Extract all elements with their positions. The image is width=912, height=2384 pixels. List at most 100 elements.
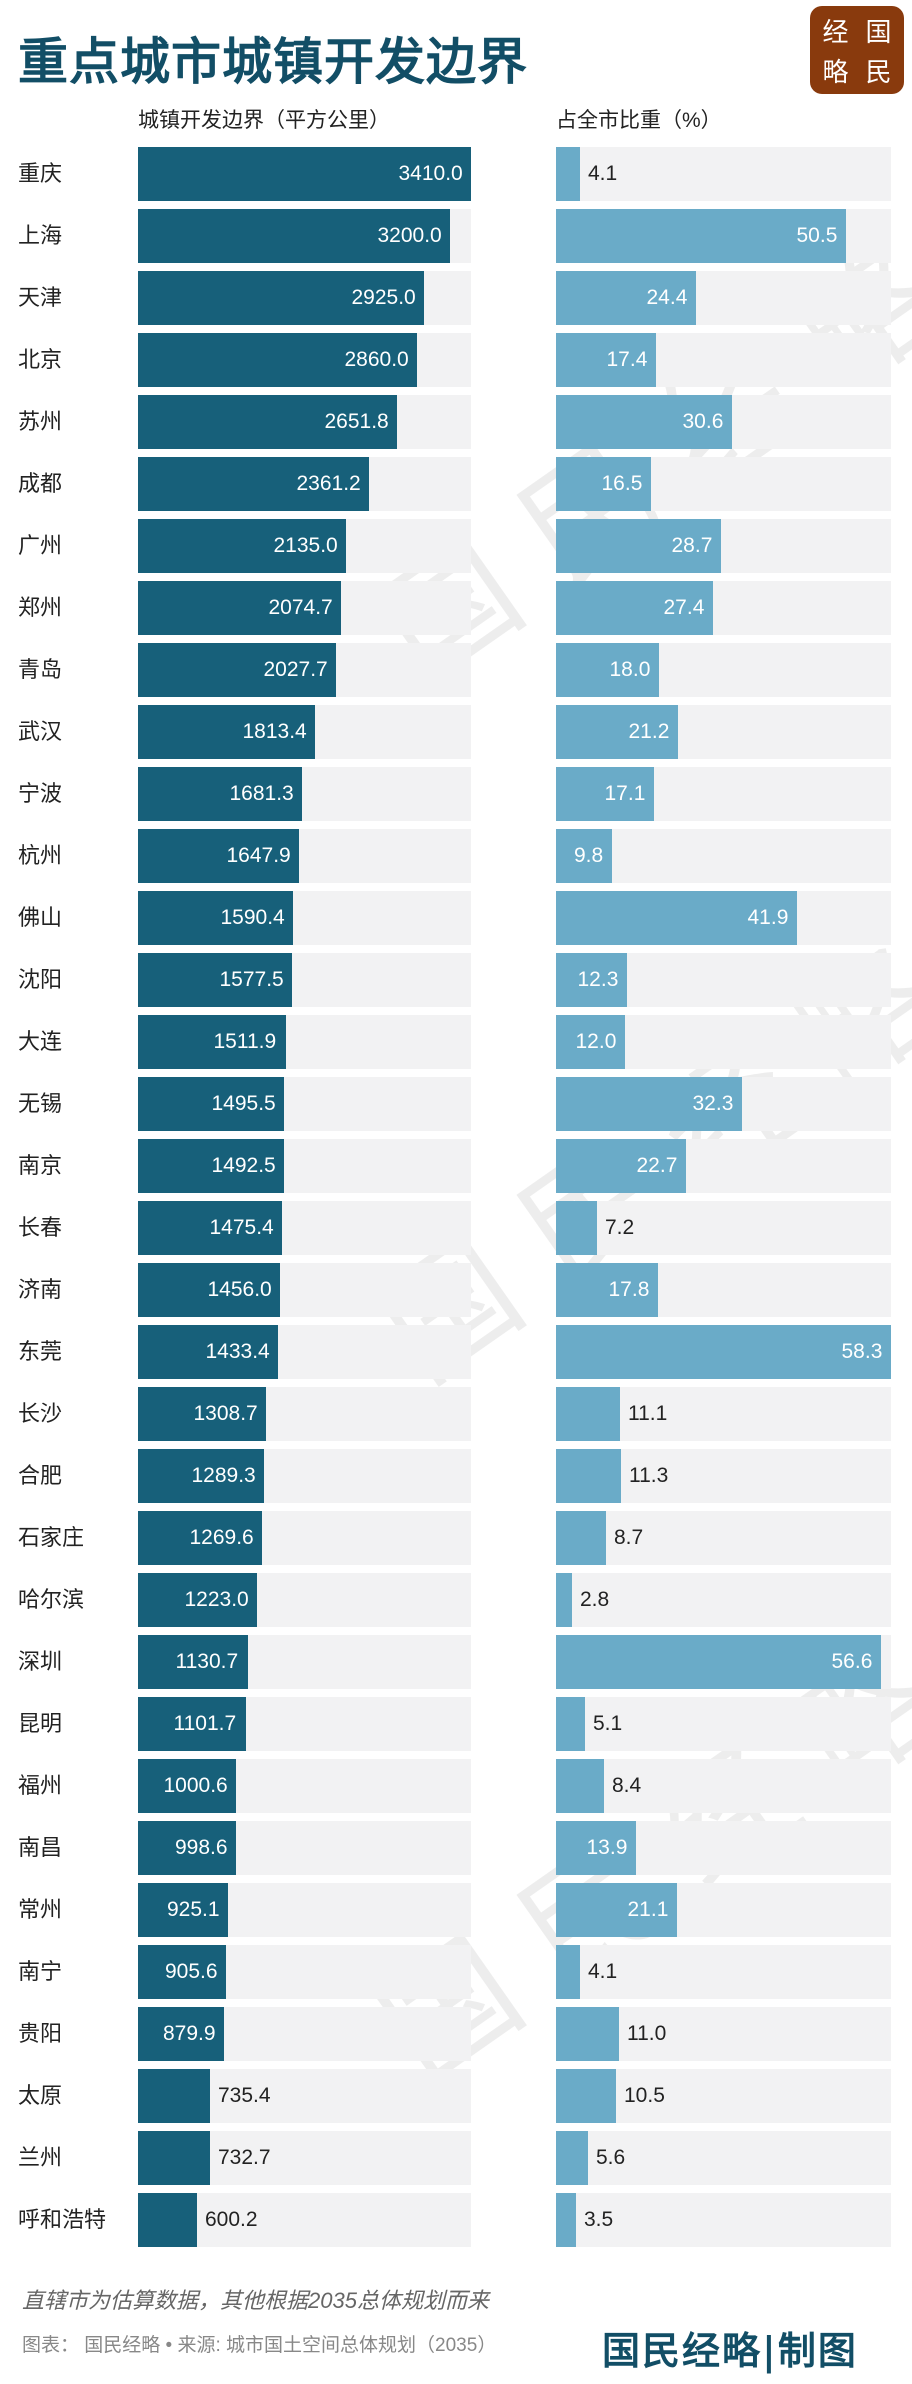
share-bar xyxy=(556,457,651,511)
area-value-label: 1433.4 xyxy=(205,1340,270,1363)
category-label: 昆明 xyxy=(18,1711,63,1736)
area-bar xyxy=(138,891,293,945)
share-bar xyxy=(556,581,713,635)
share-value-label: 18.0 xyxy=(609,658,651,681)
share-value-label: 41.9 xyxy=(747,906,789,929)
share-value-label: 9.8 xyxy=(574,844,604,867)
share-bar xyxy=(556,1263,658,1317)
share-bar xyxy=(556,2069,616,2123)
category-label: 大连 xyxy=(18,1029,63,1054)
area-value-label: 2860.0 xyxy=(344,348,409,371)
area-bar xyxy=(138,767,302,821)
share-track xyxy=(556,147,891,201)
area-value-label: 1289.3 xyxy=(191,1464,256,1487)
share-track xyxy=(556,1573,891,1627)
share-bar xyxy=(556,767,654,821)
category-label: 济南 xyxy=(18,1277,63,1302)
category-label: 成都 xyxy=(18,471,63,496)
category-label: 宁波 xyxy=(18,781,63,806)
category-label: 天津 xyxy=(18,285,63,310)
logo-char: 经 xyxy=(822,17,849,48)
share-track xyxy=(556,1697,891,1751)
area-value-label: 1475.4 xyxy=(209,1216,274,1239)
logo-char: 民 xyxy=(865,57,892,88)
area-bar xyxy=(138,1263,280,1317)
area-value-label: 1495.5 xyxy=(211,1092,276,1115)
share-bar xyxy=(556,2131,588,2185)
area-bar xyxy=(138,1139,284,1193)
share-bar xyxy=(556,1325,891,1379)
share-track xyxy=(556,1945,891,1999)
share-value-label: 2.8 xyxy=(580,1588,610,1611)
area-bar xyxy=(138,643,336,697)
share-value-label: 12.0 xyxy=(575,1030,617,1053)
area-value-label: 879.9 xyxy=(163,2022,216,2045)
share-value-label: 27.4 xyxy=(663,596,705,619)
area-bar xyxy=(138,829,299,883)
share-bar xyxy=(556,891,797,945)
share-bar xyxy=(556,1759,604,1813)
logo-char: 国 xyxy=(865,17,892,48)
area-value-label: 1269.6 xyxy=(189,1526,254,1549)
category-label: 郑州 xyxy=(18,595,63,620)
source-text: 图表： 国民经略 • 来源: 城市国土空间总体规划（2035） xyxy=(22,2335,497,2356)
area-value-label: 3200.0 xyxy=(377,224,442,247)
category-label: 深圳 xyxy=(18,1649,63,1674)
category-label: 合肥 xyxy=(18,1463,63,1488)
area-value-label: 2361.2 xyxy=(296,472,361,495)
share-value-label: 5.1 xyxy=(593,1712,623,1735)
area-bar xyxy=(138,1821,236,1875)
footnote: 直辖市为估算数据，其他根据2035总体规划而来 xyxy=(22,2288,489,2313)
share-bar xyxy=(556,2007,619,2061)
share-track xyxy=(556,1511,891,1565)
share-bar xyxy=(556,1697,585,1751)
area-value-label: 3410.0 xyxy=(398,162,463,185)
area-bar xyxy=(138,333,417,387)
share-value-label: 13.9 xyxy=(586,1836,628,1859)
area-value-label: 925.1 xyxy=(167,1898,220,1921)
area-bar xyxy=(138,1759,236,1813)
area-bar xyxy=(138,1015,286,1069)
area-bar xyxy=(138,581,341,635)
share-bar xyxy=(556,209,846,263)
share-bar xyxy=(556,147,580,201)
share-bar xyxy=(556,1077,742,1131)
share-value-label: 11.3 xyxy=(629,1464,669,1487)
area-bar xyxy=(138,1635,248,1689)
area-value-label: 905.6 xyxy=(165,1960,218,1983)
share-value-label: 22.7 xyxy=(636,1154,678,1177)
category-label: 佛山 xyxy=(18,905,63,930)
area-value-label: 1000.6 xyxy=(163,1774,228,1797)
category-label: 呼和浩特 xyxy=(18,2207,107,2232)
category-label: 南宁 xyxy=(18,1959,63,1984)
category-label: 石家庄 xyxy=(18,1525,85,1550)
share-bar xyxy=(556,395,732,449)
area-value-label: 2027.7 xyxy=(263,658,328,681)
area-bar xyxy=(138,1511,262,1565)
category-label: 贵阳 xyxy=(18,2021,63,2046)
share-value-label: 50.5 xyxy=(796,224,838,247)
share-value-label: 10.5 xyxy=(624,2084,665,2107)
area-bar xyxy=(138,1077,284,1131)
category-label: 长春 xyxy=(18,1215,63,1240)
share-value-label: 11.0 xyxy=(627,2022,667,2045)
share-value-label: 3.5 xyxy=(584,2208,614,2231)
category-label: 重庆 xyxy=(18,161,63,186)
area-value-label: 1511.9 xyxy=(213,1030,277,1053)
share-bar xyxy=(556,1573,572,1627)
area-bar xyxy=(138,1325,278,1379)
share-value-label: 24.4 xyxy=(646,286,688,309)
category-label: 常州 xyxy=(18,1897,63,1922)
logo-char: 略 xyxy=(822,57,849,88)
share-value-label: 4.1 xyxy=(588,1960,618,1983)
area-value-label: 1813.4 xyxy=(242,720,307,743)
share-bar xyxy=(556,829,612,883)
share-value-label: 32.3 xyxy=(692,1092,734,1115)
area-value-label: 1130.7 xyxy=(175,1650,239,1673)
share-bar xyxy=(556,1635,881,1689)
area-bar xyxy=(138,1945,226,1999)
share-bar xyxy=(556,271,696,325)
share-track xyxy=(556,2131,891,2185)
share-value-label: 17.8 xyxy=(608,1278,650,1301)
area-value-label: 2135.0 xyxy=(273,534,338,557)
